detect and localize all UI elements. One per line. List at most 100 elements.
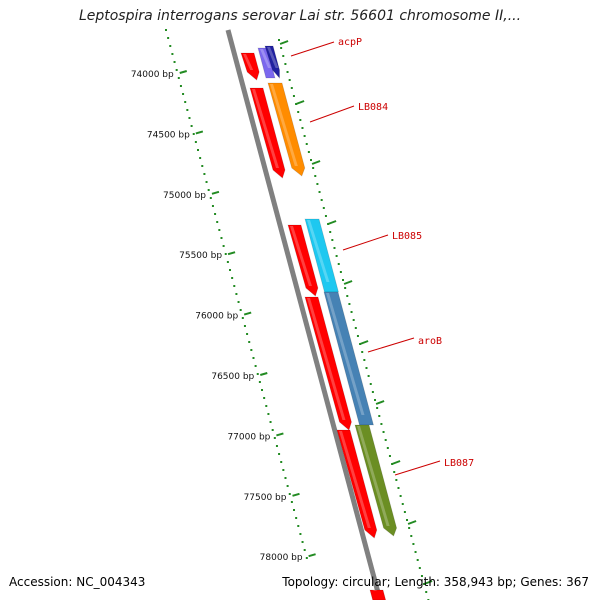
- genome-stats-text: Topology: circular; Length: 358,943 bp; …: [282, 575, 589, 589]
- outer-dot: [416, 559, 419, 561]
- gene-block-LB084[interactable]: [267, 82, 306, 177]
- ruler-dot: [190, 125, 193, 127]
- outer-dot: [331, 239, 334, 241]
- gene-callout[interactable]: LB087: [394, 458, 474, 476]
- ruler-dot: [233, 285, 236, 287]
- ruler-dot: [197, 149, 200, 151]
- ruler-dot: [167, 37, 170, 39]
- ruler-dot: [209, 197, 212, 199]
- outer-dot: [356, 335, 359, 337]
- ruler-dot: [231, 277, 234, 279]
- ruler-major-tick: [211, 190, 220, 195]
- outer-dot: [292, 95, 295, 97]
- ruler-dot: [214, 213, 217, 215]
- cds-block-3[interactable]: [287, 224, 319, 297]
- outer-dot: [335, 255, 338, 257]
- ruler-dot: [182, 93, 185, 95]
- outer-dot: [310, 159, 313, 161]
- outer-dot: [384, 439, 387, 441]
- gene-label: aroB: [418, 336, 442, 347]
- cds-block-2[interactable]: [249, 87, 286, 179]
- ruler-dot: [250, 349, 253, 351]
- ruler-tick-label: 77500 bp: [244, 493, 287, 503]
- gene-label: LB085: [392, 231, 422, 242]
- cds-block-5[interactable]: [336, 429, 378, 539]
- ruler-dot: [241, 317, 244, 319]
- outer-dot: [365, 367, 368, 369]
- outer-dot: [297, 111, 300, 113]
- ruler-tick-label: 75000 bp: [163, 191, 206, 201]
- outer-tick: [295, 100, 305, 105]
- outer-dot: [282, 55, 285, 57]
- cds-block-1[interactable]: [240, 52, 260, 81]
- ruler-dot: [177, 77, 180, 79]
- ruler-dot: [173, 61, 176, 63]
- ruler-dot: [239, 309, 242, 311]
- outer-dot: [367, 375, 370, 377]
- outer-dot: [305, 143, 308, 145]
- outer-dot: [420, 575, 423, 577]
- ruler-dot: [175, 69, 178, 71]
- outer-dot: [352, 319, 355, 321]
- outer-dot: [369, 383, 372, 385]
- gene-callout[interactable]: LB085: [342, 231, 422, 251]
- ruler-dot: [218, 229, 221, 231]
- ruler-dot: [275, 445, 278, 447]
- ruler-dot: [203, 173, 206, 175]
- ruler-dot: [256, 373, 259, 375]
- gene-block-LB085[interactable]: [304, 218, 339, 293]
- ruler-tick-label: 78000 bp: [260, 553, 303, 563]
- outer-tick: [279, 40, 289, 45]
- ruler-dot: [280, 461, 283, 463]
- ruler-dot: [267, 413, 270, 415]
- ruler-dot: [169, 45, 172, 47]
- ruler-dot: [171, 53, 174, 55]
- gene-block-LB087[interactable]: [354, 424, 398, 537]
- ruler-major-tick: [292, 492, 300, 497]
- ruler-dot: [303, 549, 306, 551]
- outer-dot: [397, 487, 400, 489]
- gene-callout[interactable]: aroB: [367, 336, 442, 353]
- outer-dot: [378, 415, 381, 417]
- outer-dot: [361, 351, 364, 353]
- cds-block-4[interactable]: [304, 296, 352, 431]
- gene-block-aroB[interactable]: [323, 291, 374, 426]
- outer-dot: [320, 199, 323, 201]
- outer-dot: [376, 407, 379, 409]
- gene-label: LB087: [444, 458, 474, 469]
- ruler-dot: [211, 205, 214, 207]
- ruler-dot: [216, 221, 219, 223]
- outer-dot: [318, 191, 321, 193]
- outer-dot: [284, 63, 287, 65]
- ruler-dot: [224, 253, 227, 255]
- cds-block-6[interactable]: [369, 589, 387, 600]
- outer-dot: [307, 151, 310, 153]
- outer-dot: [280, 47, 283, 49]
- ruler-dot: [295, 517, 298, 519]
- ruler-dot: [226, 261, 229, 263]
- ruler-dot: [222, 245, 225, 247]
- ruler-dot: [229, 269, 232, 271]
- ruler-major-tick: [260, 372, 268, 376]
- gene-block-purple[interactable]: [257, 47, 276, 79]
- outer-dot: [388, 455, 391, 457]
- ruler-dot: [282, 469, 285, 471]
- outer-dot: [403, 511, 406, 513]
- ruler-tick-label: 76500 bp: [211, 372, 254, 382]
- gene-label: acpP: [338, 37, 362, 48]
- gene-callout[interactable]: acpP: [290, 37, 362, 57]
- outer-dot: [278, 39, 280, 41]
- outer-dot: [425, 591, 428, 593]
- gene-block-acpP[interactable]: [264, 45, 280, 80]
- callout-line: [342, 234, 389, 251]
- outer-dot: [299, 119, 302, 121]
- outer-dot: [344, 287, 347, 289]
- ruler-dot: [220, 237, 223, 239]
- outer-dot: [414, 551, 417, 553]
- ruler-dot: [186, 109, 189, 111]
- gene-callout[interactable]: LB084: [309, 102, 388, 123]
- ruler-tick-label: 75500 bp: [179, 251, 222, 261]
- ruler-major-tick: [243, 311, 252, 316]
- ruler-dot: [248, 341, 251, 343]
- ruler-major-tick: [276, 432, 284, 437]
